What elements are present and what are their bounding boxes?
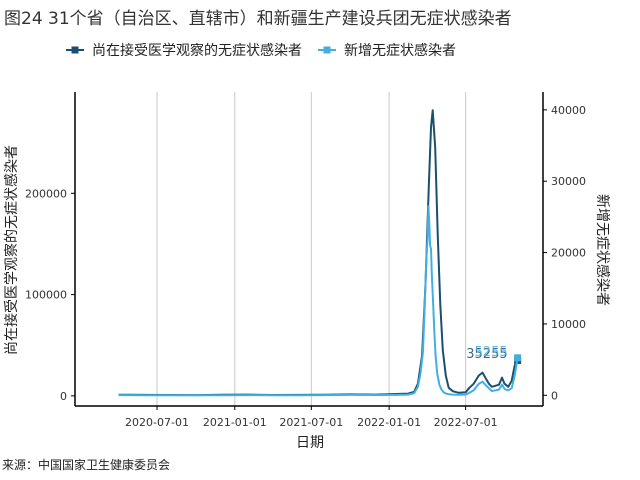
axes: 2020-07-01 2021-01-01 2021-07-01 2022-01-01…: [25, 92, 586, 429]
y-axis-left-title: 尚在接受医学观察的无症状感染者: [3, 145, 20, 355]
y-left-tick-label: 0: [60, 390, 67, 403]
y-left-tick-label: 100000: [25, 289, 67, 302]
data-label: 5255: [475, 345, 508, 360]
x-tick-label: 2022-01-01: [357, 416, 421, 429]
y-left-tick-label: 200000: [25, 187, 67, 200]
series-end-marker: [514, 354, 522, 362]
chart-title: 图24 31个省（自治区、直辖市）和新疆生产建设兵团无症状感染者: [4, 9, 512, 29]
legend-marker: [323, 46, 331, 54]
x-tick-label: 2021-01-01: [203, 416, 267, 429]
legend: 尚在接受医学观察的无症状感染者 新增无症状感染者: [66, 42, 456, 59]
legend-marker: [71, 46, 79, 54]
y-right-tick-label: 20000: [551, 247, 586, 260]
source-note: 来源：中国国家卫生健康委员会: [2, 458, 171, 472]
data-label: 35255: [466, 347, 507, 362]
series-line-new-asymptomatic: [118, 205, 519, 397]
legend-label: 尚在接受医学观察的无症状感染者: [92, 42, 302, 59]
x-tick-label: 2020-07-01: [125, 416, 189, 429]
x-tick-label: 2022-07-01: [434, 416, 498, 429]
gridlines: [156, 92, 467, 406]
y-right-tick-label: 10000: [551, 318, 586, 331]
x-tick-label: 2021-07-01: [279, 416, 343, 429]
series-line-under-observation: [118, 109, 519, 397]
x-axis-title: 日期: [296, 435, 324, 451]
y-right-tick-label: 40000: [551, 104, 586, 117]
y-right-tick-label: 30000: [551, 175, 586, 188]
series-lines: [118, 109, 522, 397]
legend-label: 新增无症状感染者: [344, 42, 456, 59]
y-axis-right-title: 新增无症状感染者: [594, 194, 611, 306]
y-right-tick-label: 0: [551, 389, 558, 402]
